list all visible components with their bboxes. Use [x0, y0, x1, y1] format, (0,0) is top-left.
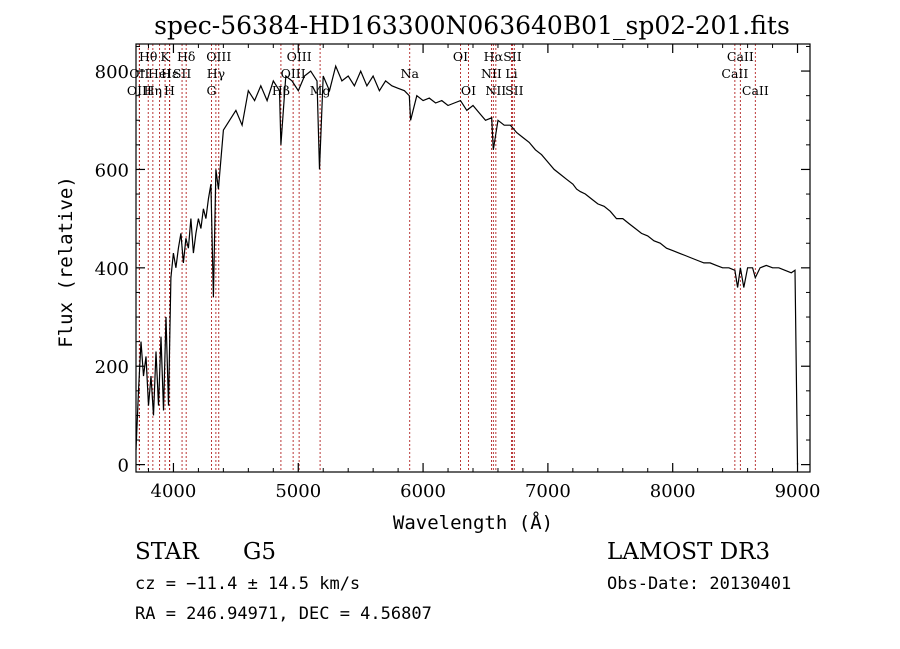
object-subclass: G5	[243, 539, 277, 565]
spectral-line-label: H	[164, 83, 175, 98]
y-axis-label: Flux (relative)	[55, 176, 77, 348]
y-tick-label: 200	[95, 357, 129, 378]
spectral-line-label: G	[207, 83, 217, 98]
spectral-line-label: Hα	[484, 49, 504, 64]
spectral-line-label: Hδ	[177, 49, 195, 64]
chart-title: spec-56384-HD163300N063640B01_sp02-201.f…	[154, 11, 790, 40]
spectral-line-label: OI	[453, 49, 468, 64]
survey-name: LAMOST DR3	[607, 539, 771, 565]
spectral-line-label: CaII	[721, 66, 748, 81]
observation-date: Obs-Date: 20130401	[607, 574, 792, 594]
spectral-line-label: Hθ	[139, 49, 157, 64]
x-tick-label: 8000	[650, 481, 696, 502]
x-tick-label: 5000	[275, 481, 321, 502]
spectral-line-label: OIII	[281, 66, 306, 81]
y-tick-label: 800	[95, 62, 129, 83]
spectral-line-label: Hγ	[207, 66, 225, 81]
x-axis-ticks: 4000 5000 6000 7000 8000 9000	[147, 44, 821, 502]
coordinates: RA = 246.94971, DEC = 4.56807	[135, 604, 432, 624]
object-class: STAR	[135, 539, 199, 565]
spectral-line-label: OI	[461, 83, 476, 98]
spectral-line-label: Hη	[144, 83, 162, 98]
spectral-line-label: Li	[505, 66, 517, 81]
spectral-line-markers	[138, 44, 756, 472]
spectral-line-label: Hβ	[272, 83, 290, 98]
x-tick-label: 9000	[775, 481, 821, 502]
spectral-line-label: K	[160, 49, 170, 64]
spectral-line-label: OIII	[206, 49, 231, 64]
spectral-line-label: OII	[129, 66, 149, 81]
spectrum-series-line	[135, 64, 799, 465]
spectral-line-label: Na	[401, 66, 420, 81]
x-tick-label: 4000	[151, 481, 197, 502]
spectral-line-label: NII	[481, 66, 502, 81]
spectral-line-label: NII	[485, 83, 506, 98]
x-tick-label: 7000	[525, 481, 571, 502]
spectral-line-label: Hε	[161, 66, 178, 81]
spectral-line-label: SII	[173, 66, 192, 81]
x-axis-label: Wavelength (Å)	[393, 511, 553, 534]
y-tick-label: 600	[95, 160, 129, 181]
y-tick-label: 0	[118, 456, 129, 477]
spectral-line-label: CaII	[742, 83, 769, 98]
spectral-line-label: OIII	[127, 83, 152, 98]
plot-frame	[135, 43, 811, 473]
spectral-line-label: CaII	[727, 49, 754, 64]
x-tick-label: 6000	[400, 481, 446, 502]
spectral-line-label: OIII	[287, 49, 312, 64]
y-tick-label: 400	[95, 259, 129, 280]
spectral-line-label: SII	[503, 49, 522, 64]
spectral-line-label: SII	[505, 83, 524, 98]
y-axis-ticks: 0 200 400 600 800	[95, 45, 810, 477]
spectral-line-label: HeI	[148, 66, 171, 81]
redshift-cz: cz = −11.4 ± 14.5 km/s	[135, 574, 361, 594]
spectral-line-label: Mg	[310, 83, 331, 98]
